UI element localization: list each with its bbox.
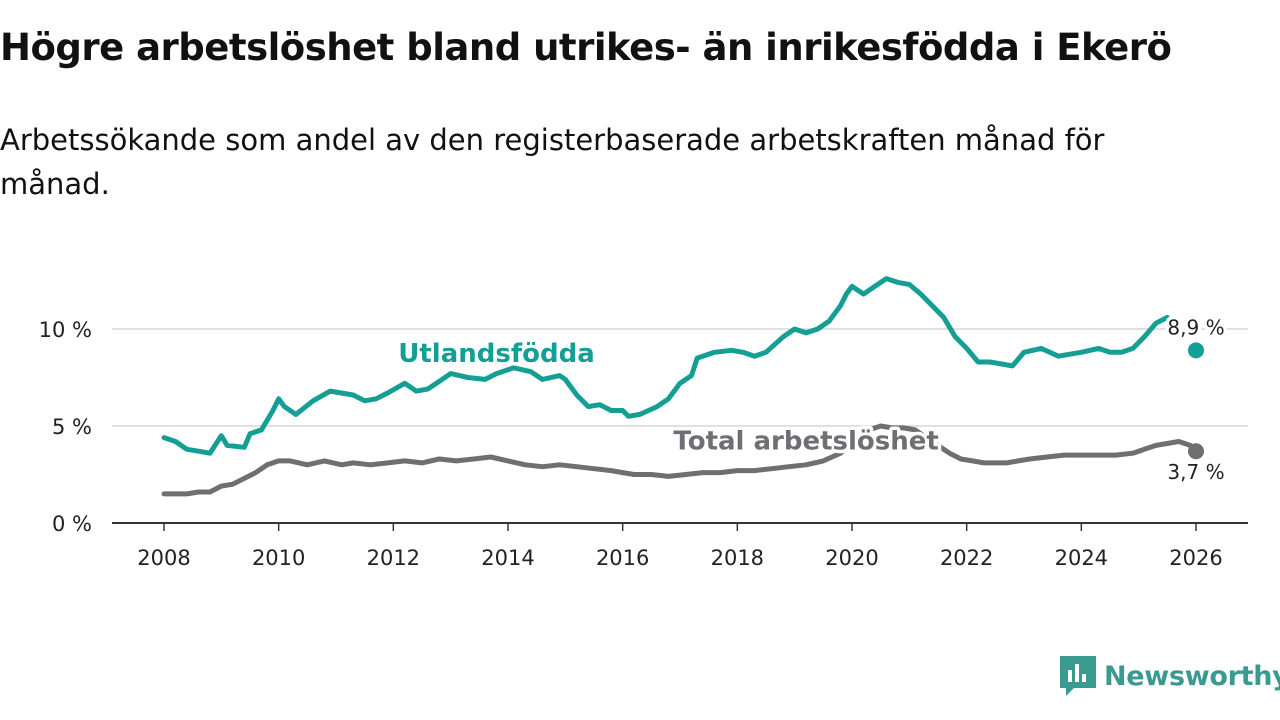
- end-marker-1: [1188, 443, 1204, 460]
- x-axis-ticks: 2008 2010 2012 2014 2016 2018 2020 2022 2024 2026: [137, 523, 1223, 570]
- y-axis-ticks: 0 % 5 % 10 %: [39, 318, 92, 536]
- chart-subtitle: Arbetssökande som andel av den registerb…: [0, 123, 1105, 201]
- end-value-label-1: 3,7 %: [1167, 460, 1224, 484]
- end-marker-0: [1188, 342, 1204, 359]
- y-tick-label: 10 %: [39, 318, 92, 342]
- chart-title: Högre arbetslöshet bland utrikes- än inr…: [0, 26, 1172, 69]
- y-tick-label: 5 %: [52, 415, 92, 439]
- x-tick-label: 2016: [596, 546, 649, 570]
- brand-name: Newsworthy: [1104, 660, 1280, 692]
- end-value-label-0: 8,9 %: [1167, 315, 1224, 339]
- x-tick-label: 2018: [711, 546, 764, 570]
- x-tick-label: 2026: [1169, 546, 1222, 570]
- series-line-0: [161, 276, 1170, 456]
- series-labels: Utlandsfödda 8,9 % Total arbetslöshet 3,7 %: [395, 312, 1228, 488]
- x-tick-label: 2022: [940, 546, 993, 570]
- gridlines: [112, 328, 1248, 427]
- series-name-label-0: Utlandsfödda: [398, 339, 595, 369]
- newsworthy-logo-icon: [1060, 656, 1096, 696]
- series-group: [161, 276, 1204, 497]
- x-tick-label: 2008: [137, 546, 190, 570]
- series-name-label-1: Total arbetslöshet: [673, 426, 938, 456]
- x-tick-label: 2014: [481, 546, 534, 570]
- x-tick-label: 2012: [367, 546, 420, 570]
- x-tick-label: 2010: [252, 546, 305, 570]
- y-tick-label: 0 %: [52, 512, 92, 536]
- series-line-1: [161, 423, 1199, 497]
- x-tick-label: 2024: [1055, 546, 1108, 570]
- newsworthy-brand: Newsworthy: [1060, 655, 1280, 697]
- x-tick-label: 2020: [825, 546, 878, 570]
